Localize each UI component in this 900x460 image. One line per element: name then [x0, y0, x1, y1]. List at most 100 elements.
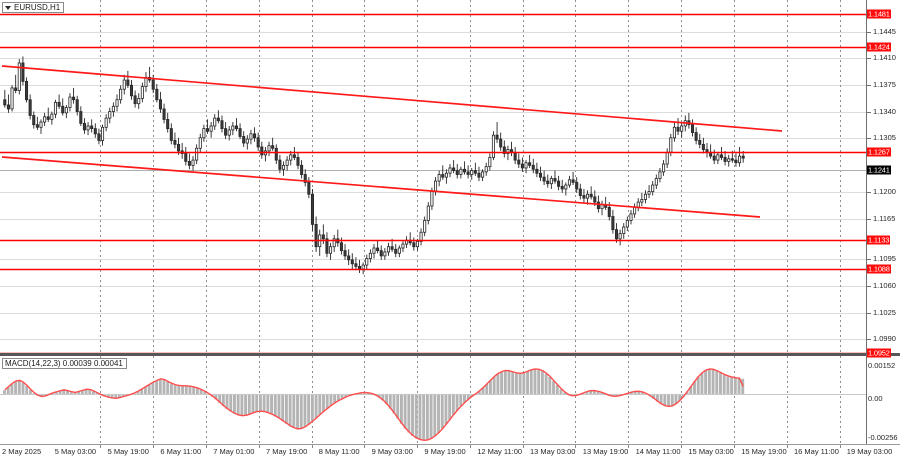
candle-body: [625, 220, 629, 228]
macd-histogram-bar: [444, 393, 448, 425]
price-tick-label: 1.1095: [873, 254, 896, 263]
macd-histogram-bar: [385, 393, 389, 405]
macd-histogram-bar: [40, 393, 43, 397]
macd-histogram-bar: [292, 393, 296, 429]
candle-body: [665, 151, 669, 165]
macd-histogram-bar: [704, 370, 708, 394]
macd-indicator-pane[interactable]: MACD(14,22,3) 0.00039 0.00041: [0, 356, 866, 445]
price-tick-mark: [867, 339, 871, 340]
price-tick-mark: [867, 32, 871, 33]
price-tick-mark: [867, 286, 871, 287]
candle-body: [28, 99, 32, 116]
symbol-label: EURUSD,H1: [14, 2, 61, 12]
macd-histogram-bar: [537, 369, 541, 394]
candle-body: [184, 153, 188, 162]
candle-body: [462, 168, 467, 173]
candle-body: [126, 79, 130, 86]
candle-body: [538, 172, 543, 178]
candle-body: [723, 157, 727, 162]
candle-body: [690, 124, 695, 133]
trendline-upper[interactable]: [1, 65, 783, 132]
macd-histogram-bar: [470, 393, 474, 397]
macd-histogram-bar: [10, 383, 14, 394]
candle-body: [611, 216, 615, 231]
macd-histogram-bar: [737, 378, 741, 394]
macd-histogram-bar: [455, 393, 459, 411]
price-level-badge[interactable]: 1.1241: [867, 165, 891, 175]
price-level-badge[interactable]: 1.1267: [867, 147, 891, 157]
price-chart-canvas[interactable]: [0, 0, 866, 353]
macd-histogram-bar: [552, 381, 555, 394]
candle-body: [50, 113, 54, 120]
candle-body: [571, 179, 575, 183]
candle-body: [155, 88, 159, 101]
trendline-lower[interactable]: [1, 156, 761, 218]
price-tick-label: 1.1165: [873, 214, 896, 223]
candle-body: [260, 146, 264, 156]
price-level-badge[interactable]: 1.1481: [867, 9, 891, 19]
candle-body: [177, 143, 181, 152]
candle-body: [46, 116, 50, 120]
candle-body: [437, 174, 441, 182]
candle-body: [21, 62, 25, 82]
candle-body: [72, 96, 76, 101]
macd-histogram-bar: [54, 392, 58, 394]
candle-body: [209, 125, 213, 132]
macd-signal-line: [4, 368, 744, 441]
candle-body: [542, 176, 546, 182]
macd-histogram-bar: [299, 393, 303, 429]
time-axis-label: 12 May 11:00: [477, 447, 523, 456]
macd-histogram-bar: [726, 376, 730, 394]
price-axis[interactable]: 1.1445 1.1410 1.1375 1.1340 1.1305 1.1200 1.11…: [866, 0, 900, 445]
time-axis-label: 15 May 03:00: [688, 447, 734, 456]
candle-body: [122, 79, 126, 90]
macd-histogram-bar: [28, 389, 32, 394]
candle-body: [517, 159, 521, 165]
macd-histogram-bar: [140, 389, 144, 394]
macd-histogram-bar: [3, 390, 6, 394]
macd-histogram-bar: [143, 386, 147, 394]
macd-legend-chip[interactable]: MACD(14,22,3) 0.00039 0.00041: [2, 358, 127, 369]
price-level-badge[interactable]: 1.1133: [867, 235, 891, 245]
chevron-down-icon[interactable]: [5, 5, 11, 10]
candle-body: [162, 108, 166, 120]
macd-histogram-bar: [221, 393, 225, 407]
candle-body: [647, 191, 651, 195]
macd-chart-canvas[interactable]: [0, 356, 866, 445]
candle-body: [195, 147, 199, 161]
time-axis-label: 7 May 01:00: [213, 447, 255, 456]
candle-body: [82, 122, 86, 131]
candle-body: [397, 247, 401, 254]
candle-body: [274, 147, 278, 161]
macd-histogram-bar: [192, 387, 196, 394]
price-level-badge[interactable]: 1.1088: [867, 264, 891, 274]
macd-histogram-bar: [670, 393, 674, 407]
time-axis-label: 6 May 11:00: [160, 447, 202, 456]
macd-histogram-bar: [258, 393, 262, 412]
macd-histogram-bar: [21, 382, 25, 394]
candle-body: [249, 133, 253, 140]
macd-histogram-bar: [155, 380, 159, 394]
macd-histogram-bar: [641, 392, 645, 394]
macd-histogram-bar: [396, 393, 400, 419]
time-tick-mark: [364, 445, 365, 448]
candle-body: [329, 246, 333, 254]
candle-body: [488, 157, 492, 168]
price-level-badge[interactable]: 1.1424: [867, 42, 891, 52]
price-tick-mark: [867, 112, 871, 113]
candle-body: [267, 145, 271, 152]
candle-body: [738, 155, 742, 164]
macd-histogram-bar: [151, 382, 155, 394]
macd-histogram-bar: [526, 371, 530, 394]
price-level-badge[interactable]: 1.0952: [867, 348, 891, 358]
macd-histogram-bar: [233, 393, 236, 414]
symbol-legend-chip[interactable]: EURUSD,H1: [2, 2, 65, 13]
candle-body: [285, 159, 289, 166]
time-axis[interactable]: 2 May 2025 5 May 03:00 5 May 19:00 6 May 11…: [0, 445, 900, 460]
price-tick-label: 1.1375: [873, 80, 896, 89]
macd-histogram-bar: [118, 393, 121, 398]
candle-body: [325, 238, 329, 254]
price-chart-pane[interactable]: EURUSD,H1: [0, 0, 866, 353]
candlestick-series: [3, 56, 745, 275]
